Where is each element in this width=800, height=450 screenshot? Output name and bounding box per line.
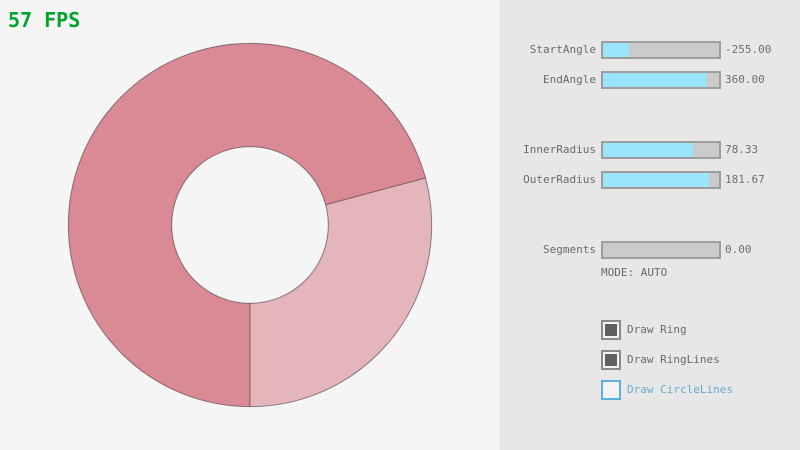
start-angle-row: StartAngle -255.00 xyxy=(501,41,800,59)
draw-ring-checkbox[interactable] xyxy=(601,320,621,340)
start-angle-value: -255.00 xyxy=(725,43,772,56)
draw-ringlines-label: Draw RingLines xyxy=(627,353,720,366)
inner-radius-value: 78.33 xyxy=(725,143,759,156)
inner-radius-row: InnerRadius 78.33 xyxy=(501,141,800,159)
ring-start-cap-line xyxy=(325,177,426,206)
end-angle-label: EndAngle xyxy=(543,73,596,86)
fps-counter: 57 FPS xyxy=(8,8,81,32)
draw-circlelines-row: Draw CircleLines xyxy=(501,380,800,400)
segments-value: 0.00 xyxy=(725,243,752,256)
checkmark-icon xyxy=(605,354,617,366)
draw-circlelines-checkbox[interactable] xyxy=(601,380,621,400)
draw-ringlines-checkbox[interactable] xyxy=(601,350,621,370)
draw-ring-row: Draw Ring xyxy=(501,320,800,340)
inner-radius-label: InnerRadius xyxy=(523,143,596,156)
segments-row: Segments 0.00 xyxy=(501,241,800,259)
slider-fill xyxy=(603,143,694,157)
outer-radius-label: OuterRadius xyxy=(523,173,596,186)
end-angle-value: 360.00 xyxy=(725,73,765,86)
ring-inner-outline xyxy=(171,146,329,304)
draw-ringlines-row: Draw RingLines xyxy=(501,350,800,370)
segments-mode-label: MODE: AUTO xyxy=(601,266,668,279)
ring-graphic xyxy=(67,42,433,408)
slider-fill xyxy=(603,73,708,87)
end-angle-slider[interactable] xyxy=(601,71,721,89)
start-angle-slider[interactable] xyxy=(601,41,721,59)
slider-fill xyxy=(603,173,709,187)
start-angle-label: StartAngle xyxy=(529,43,596,56)
ring-outer-outline xyxy=(67,42,433,408)
slider-fill xyxy=(603,43,629,57)
draw-circlelines-label: Draw CircleLines xyxy=(627,383,733,396)
outer-radius-value: 181.67 xyxy=(725,173,765,186)
draw-ring-label: Draw Ring xyxy=(627,323,687,336)
outer-radius-slider[interactable] xyxy=(601,171,721,189)
inner-radius-slider[interactable] xyxy=(601,141,721,159)
outer-radius-row: OuterRadius 181.67 xyxy=(501,171,800,189)
segments-slider[interactable] xyxy=(601,241,721,259)
ring-light-segment xyxy=(250,177,432,407)
controls-panel: StartAngle -255.00 EndAngle 360.00 Inner… xyxy=(500,0,800,450)
checkmark-icon xyxy=(605,324,617,336)
segments-label: Segments xyxy=(543,243,596,256)
end-angle-row: EndAngle 360.00 xyxy=(501,71,800,89)
